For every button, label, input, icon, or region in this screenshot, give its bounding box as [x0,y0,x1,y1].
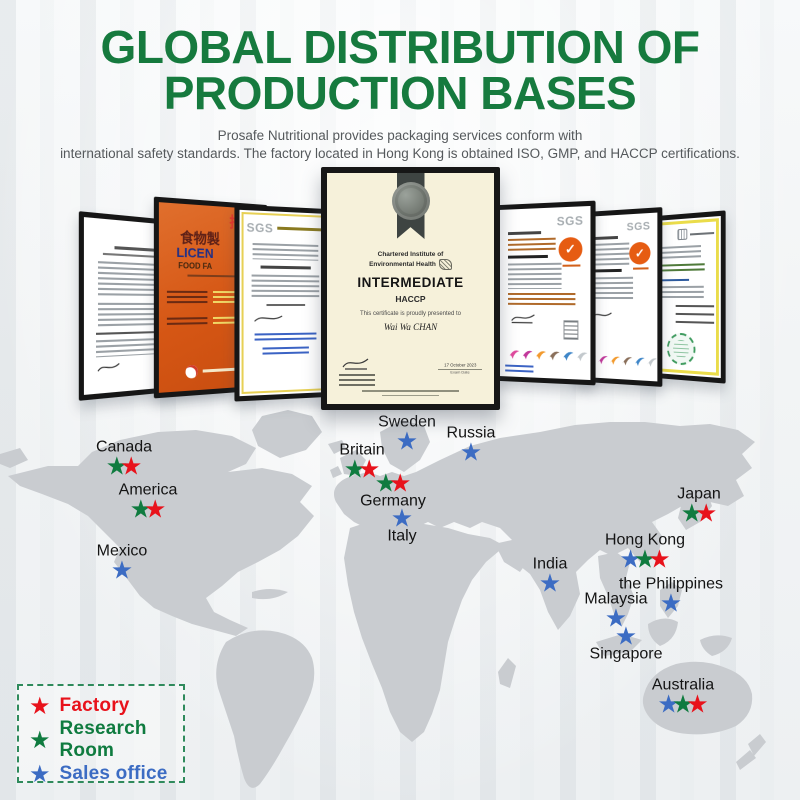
landmass-new-guinea [700,635,732,656]
exam-date: 17 October 2023 [444,363,477,369]
sales-star-icon: ★ [29,760,51,788]
accreditation-badge-icon [563,320,579,340]
legend-item-factory: ★ Factory [29,694,173,718]
landmass-eurasia [333,422,755,630]
certificate-sgs-right-1: SGS ✓ [495,200,596,386]
certificate-sgs-right-2: SGS ✓ [574,207,663,387]
landmass-indochina-malaysia [598,552,634,626]
bird-swoosh-row-icon [508,350,588,362]
presented-to-line: This certificate is proudly presented to [359,311,462,318]
sgs-check-badge-icon: ✓ [558,236,583,262]
research-star-icon: ★ [29,726,51,754]
page-subtitle: Prosafe Nutritional provides packaging s… [0,127,800,163]
legend-item-research-room: ★ Research Room [29,718,173,762]
world-map [0,410,766,788]
certificate-haccp-intermediate: Chartered Institute of Environmental Hea… [321,167,500,410]
sgs-logo: SGS [556,213,584,229]
landmass-philippines [660,582,682,618]
licence-seal-icon [185,365,199,379]
sgs-logo: SGS [246,220,274,236]
landmass-north-america [8,430,314,636]
legend-label: Factory [59,695,130,716]
page-title: GLOBAL DISTRIBUTION OF PRODUCTION BASES [0,24,800,116]
signature-icon [342,358,369,370]
certificate-sgs-left: SGS [234,204,335,402]
landmass-greenland [252,410,322,458]
landmass-australia [642,661,753,735]
landmass-caribbean [252,589,288,600]
signature-icon [510,310,538,324]
certificate-level: INTERMEDIATE [357,275,464,291]
legend-items: ★ Factory ★ Research Room ★ Sales office [29,694,173,786]
legend-item-sales-office: ★ Sales office [29,762,173,786]
certificate-scheme: HACCP [395,294,426,305]
signature-icon [253,312,286,324]
issuer-logo-icon [677,228,688,241]
landmass-sumatra-java [596,634,642,656]
landmass-britain [340,450,366,476]
embossed-seal-icon [391,182,430,220]
subtitle-line-1: Prosafe Nutritional provides packaging s… [217,128,583,143]
landmass-new-zealand [736,734,766,770]
legend-box: ★ Factory ★ Research Room ★ Sales office [17,684,185,786]
exam-date-label: Exam Date [450,371,470,375]
issuer-name: Chartered Institute of Environmental Hea… [327,251,494,271]
signature-icon [96,360,125,375]
recipient-name: Wai Wa CHAN [383,322,438,333]
exam-date-block: 17 October 2023 Exam Date [438,363,482,376]
landmass-borneo [648,618,678,646]
title-line-1: GLOBAL DISTRIBUTION OF [100,21,700,73]
subtitle-line-2: international safety standards. The fact… [60,146,740,162]
certificates-row: 持牌 食物製 LICEN FOOD FA SGS [0,0,800,420]
legend-label: Research Room [59,718,147,761]
landmass-arabia [496,538,534,572]
landmass-africa [344,520,505,742]
bird-swoosh-row-icon [586,355,657,368]
crest-icon [438,259,452,271]
title-line-2: PRODUCTION BASES [163,67,637,119]
landmass-japan [678,490,712,530]
landmass-siberia-tip [0,448,28,468]
landmass-iceland [328,440,346,454]
sgs-check-badge-icon: ✓ [629,241,651,265]
landmass-madagascar [498,658,516,688]
factory-star-icon: ★ [29,692,51,720]
green-stamp-icon [666,332,696,366]
landmass-south-america [216,630,315,788]
landmass-ireland [330,466,342,478]
legend-label: Sales office [59,763,168,784]
landmass-scandinavia [380,420,430,472]
